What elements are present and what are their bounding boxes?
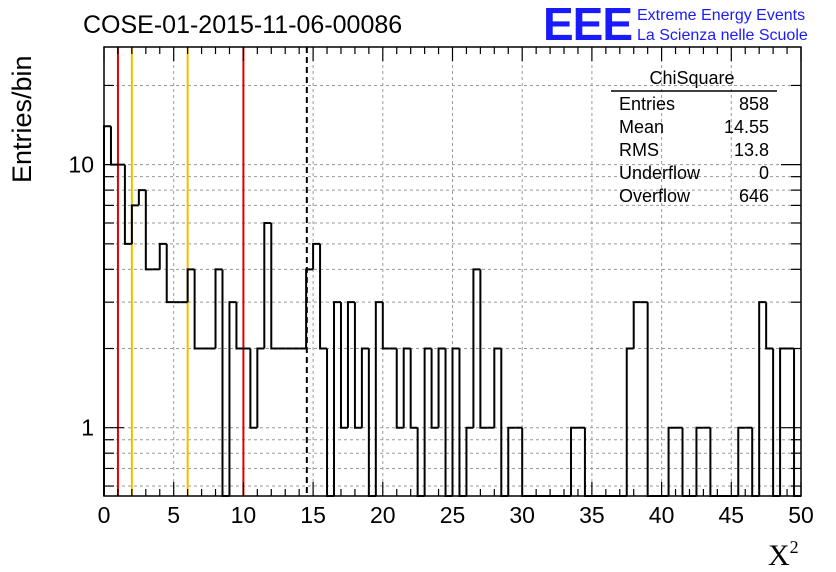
x-tick-label: 15: [300, 502, 326, 528]
stats-label-underflow: Underflow: [619, 163, 701, 183]
histogram-bin: [103, 125, 111, 496]
stats-label-entries: Entries: [619, 94, 675, 114]
x-axis-label-superscript: 2: [790, 537, 799, 557]
histogram-bin: [165, 243, 174, 304]
x-tick-label: 10: [231, 502, 257, 528]
histogram-bin: [409, 348, 418, 429]
stats-value-mean: 14.55: [724, 117, 769, 137]
histogram-bin: [646, 302, 655, 497]
histogram-bin: [772, 348, 781, 497]
y-tick-label: 1: [81, 415, 94, 441]
stats-value-overflow: 646: [739, 186, 769, 206]
histogram-bin: [193, 269, 202, 350]
stats-label-mean: Mean: [619, 117, 664, 137]
histogram-bin: [472, 268, 481, 428]
x-tick-label: 0: [98, 502, 111, 528]
histogram-bin: [235, 302, 244, 350]
histogram-bin: [214, 268, 223, 349]
histogram-bin: [479, 269, 488, 429]
histogram-bin: [395, 348, 404, 429]
reference-lines: [116, 47, 308, 496]
histogram-bin: [765, 302, 774, 350]
histogram-bin: [263, 221, 272, 349]
stats-value-rms: 13.8: [734, 140, 769, 160]
stats-label-overflow: Overflow: [619, 186, 691, 206]
histogram-bin: [123, 164, 132, 245]
histogram-bin: [158, 242, 167, 270]
histogram-bin: [256, 347, 265, 428]
histogram-bin: [758, 301, 767, 496]
histogram-bin: [109, 126, 118, 166]
brand-line-1: Extreme Energy Events: [637, 7, 805, 24]
stats-box: ChiSquare Entries 858 Mean 14.55 RMS 13.…: [611, 68, 777, 206]
axes: 0 5 10 15 20 25 30 35 40 45 50 1 10: [68, 46, 814, 528]
histogram-bin: [451, 347, 460, 496]
y-tick-label: 10: [68, 152, 94, 178]
histogram-bin: [353, 302, 362, 429]
stats-box-title: ChiSquare: [649, 68, 734, 88]
histogram-bin: [333, 301, 341, 496]
histogram-bin: [144, 190, 153, 271]
histogram-bin: [430, 348, 439, 429]
histogram-bin: [625, 347, 634, 496]
x-tick-label: 5: [167, 502, 180, 528]
histogram-bin: [270, 222, 279, 350]
histogram-bin: [346, 301, 355, 428]
histogram-bin: [632, 301, 641, 349]
histogram-bin: [137, 189, 146, 206]
histogram-bin: [130, 204, 139, 244]
histogram-bin: [569, 426, 578, 496]
x-tick-label: 20: [370, 502, 396, 528]
stats-row-underflow: Underflow 0: [619, 163, 769, 183]
histogram-bin: [402, 347, 411, 428]
histogram-bin: [360, 347, 369, 428]
histogram-bin: [458, 348, 467, 497]
eee-logo: EEE: [543, 0, 632, 50]
histogram-bin: [695, 426, 704, 496]
x-axis-label: X2: [768, 537, 799, 572]
brand-line-2: La Scienza nelle Scuole: [637, 27, 808, 44]
x-axis-label-base: X: [768, 539, 790, 572]
histogram-bin: [186, 268, 195, 303]
stats-row-mean: Mean 14.55: [619, 117, 769, 137]
histogram-bin: [228, 301, 237, 496]
x-tick-label: 35: [579, 502, 605, 528]
histogram-bin: [493, 347, 502, 428]
histogram-bin: [737, 426, 746, 496]
stats-label-rms: RMS: [619, 140, 659, 160]
stats-value-entries: 858: [739, 94, 769, 114]
x-tick-label: 45: [719, 502, 745, 528]
stats-row-rms: RMS 13.8: [619, 140, 769, 160]
histogram-bin: [367, 348, 376, 497]
x-tick-label: 25: [440, 502, 466, 528]
stats-row-overflow: Overflow 646: [619, 186, 769, 206]
histogram-bin: [500, 348, 509, 497]
y-axis-label: Entries/bin: [7, 55, 37, 183]
stats-row-entries: Entries 858: [619, 94, 769, 114]
histogram-bin: [444, 348, 453, 497]
histogram-bin: [667, 426, 676, 496]
stats-value-underflow: 0: [759, 163, 769, 183]
histogram-bin: [465, 426, 474, 496]
histogram-bin: [779, 347, 788, 496]
x-tick-label: 30: [509, 502, 535, 528]
histogram-bin: [339, 302, 348, 429]
histogram-bin: [507, 426, 516, 496]
histogram-bin: [374, 301, 383, 496]
histogram-bin: [423, 347, 432, 496]
histogram-bin: [793, 348, 801, 497]
histogram-bin: [381, 302, 390, 350]
histogram-bin: [437, 347, 446, 428]
x-tick-label: 50: [788, 502, 814, 528]
histogram-bin: [326, 348, 335, 497]
histogram-bin: [305, 268, 314, 349]
x-tick-label: 40: [649, 502, 675, 528]
histogram-bin: [312, 242, 321, 270]
histogram-bin: [249, 348, 258, 429]
chart-title: COSE-01-2015-11-06-00086: [83, 11, 402, 39]
histogram-bin: [221, 269, 230, 497]
histogram-bin: [319, 243, 328, 350]
